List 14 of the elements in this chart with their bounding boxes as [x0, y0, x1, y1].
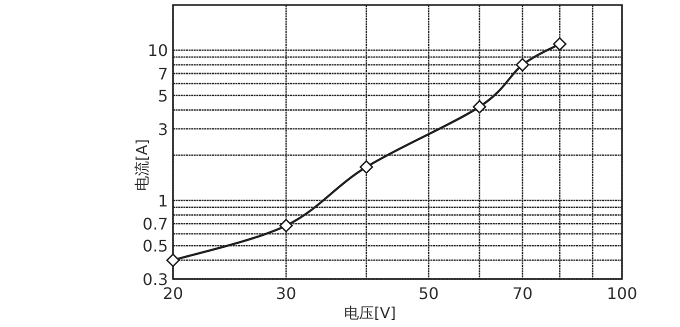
y-tick-label: 10 [148, 41, 168, 60]
y-tick-label: 1 [158, 191, 168, 210]
x-tick-label: 50 [418, 284, 439, 303]
x-tick-label: 30 [276, 284, 296, 303]
y-tick-label: 5 [158, 86, 168, 106]
x-tick-label: 100 [606, 284, 638, 303]
x-tick-label: 20 [162, 284, 184, 303]
y-tick-label: 7 [158, 64, 168, 84]
y-tick-label: 0.5 [142, 236, 168, 256]
y-tick-label: 3 [158, 120, 168, 139]
x-tick-label: 70 [512, 284, 533, 303]
y-axis-title: 电流[A] [133, 139, 151, 191]
y-tick-label: 0.7 [142, 214, 168, 234]
x-axis-title: 电压[V] [344, 304, 396, 322]
